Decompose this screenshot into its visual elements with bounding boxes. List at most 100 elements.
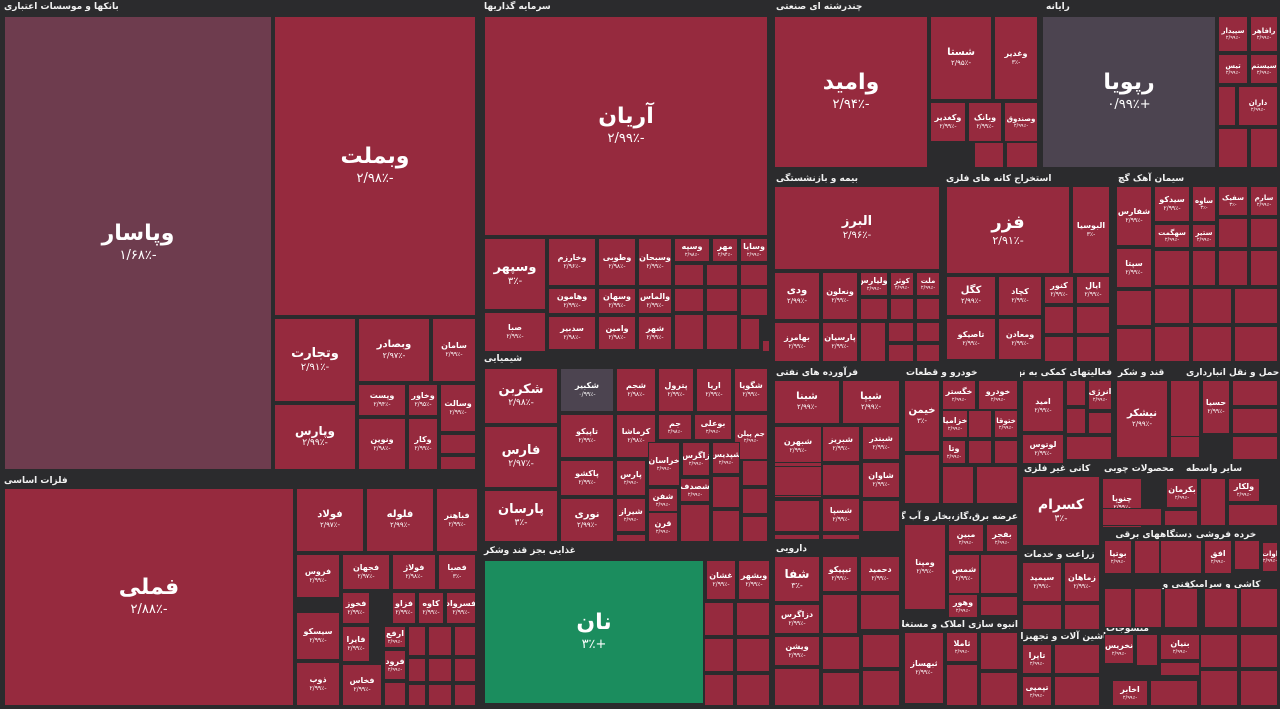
stock-tile[interactable]: کسرام -۳٪: [1022, 476, 1100, 546]
stock-tile[interactable]: سپتا -۲/۹۹٪: [1116, 248, 1152, 288]
stock-tile[interactable]: تیس -۲/۹۹٪: [1218, 54, 1248, 84]
stock-tile[interactable]: [1116, 328, 1152, 362]
stock-tile[interactable]: تاپیکو -۲/۹۹٪: [560, 414, 614, 458]
stock-tile[interactable]: [774, 500, 820, 532]
stock-tile[interactable]: [888, 322, 914, 342]
stock-tile[interactable]: [1006, 142, 1038, 168]
stock-tile[interactable]: [740, 288, 768, 316]
stock-tile[interactable]: [680, 504, 710, 542]
stock-tile[interactable]: [822, 534, 860, 540]
stock-tile[interactable]: [1160, 662, 1200, 676]
stock-tile[interactable]: وسالت -۲/۹۹٪: [440, 384, 476, 432]
stock-tile[interactable]: [974, 142, 1004, 168]
stock-tile[interactable]: [674, 314, 704, 350]
stock-tile[interactable]: والماس -۲/۹۹٪: [638, 288, 672, 314]
stock-tile[interactable]: پترول -۲/۹۹٪: [658, 368, 694, 412]
stock-tile[interactable]: [742, 460, 768, 486]
stock-tile[interactable]: [1154, 250, 1190, 286]
stock-tile[interactable]: تیپیکو -۲/۹۹٪: [822, 556, 858, 592]
stock-tile[interactable]: ارفع -۲/۹۹٪: [384, 626, 406, 648]
stock-tile[interactable]: شیراز -۲/۹۹٪: [616, 498, 646, 532]
stock-tile[interactable]: وهامون -۲/۹۹٪: [548, 288, 596, 314]
stock-tile[interactable]: شجم -۲/۹۸٪: [616, 368, 656, 412]
stock-tile[interactable]: وبانک -۲/۹۹٪: [968, 102, 1002, 142]
stock-tile[interactable]: [1232, 380, 1278, 406]
stock-tile[interactable]: کوثر -۲/۹۹٪: [890, 272, 914, 296]
stock-tile[interactable]: فخاس -۲/۹۹٪: [342, 664, 382, 706]
stock-tile[interactable]: [1200, 670, 1238, 706]
stock-tile[interactable]: وطوبی -۲/۹۸٪: [598, 238, 636, 286]
stock-tile[interactable]: وبملت -۲/۹۸٪: [274, 16, 476, 316]
stock-tile[interactable]: ثاملا -۲/۹۹٪: [946, 632, 978, 662]
stock-tile[interactable]: اریا -۲/۹۹٪: [696, 368, 732, 412]
stock-tile[interactable]: [1228, 504, 1278, 526]
stock-tile[interactable]: شفارس -۲/۹۹٪: [1116, 186, 1152, 246]
stock-tile[interactable]: [1250, 128, 1278, 168]
stock-tile[interactable]: وسپه -۲/۹۸٪: [674, 238, 710, 262]
stock-tile[interactable]: شاوان -۲/۹۹٪: [862, 462, 900, 498]
stock-tile[interactable]: [1234, 326, 1278, 362]
stock-tile[interactable]: شسپا -۲/۹۹٪: [822, 498, 860, 532]
stock-tile[interactable]: فرود -۲/۹۹٪: [384, 650, 406, 680]
stock-tile[interactable]: [740, 318, 760, 350]
stock-tile[interactable]: کنور -۲/۹۹٪: [1044, 276, 1074, 304]
stock-tile[interactable]: فسرواد -۲/۹۹٪: [446, 592, 476, 624]
stock-tile[interactable]: شصدف -۲/۹۹٪: [680, 478, 710, 502]
stock-tile[interactable]: وکغدیر -۲/۹۹٪: [930, 102, 966, 142]
stock-tile[interactable]: آریان -۲/۹۹٪: [484, 16, 768, 236]
stock-tile[interactable]: [916, 344, 940, 362]
stock-tile[interactable]: دزاگرس -۲/۹۹٪: [774, 604, 820, 634]
stock-tile[interactable]: نخریس -۲/۹۹٪: [1104, 634, 1134, 664]
stock-tile[interactable]: وسهان -۲/۹۹٪: [598, 288, 636, 314]
stock-tile[interactable]: [1022, 604, 1062, 630]
stock-tile[interactable]: پارس -۲/۹۹٪: [616, 460, 646, 496]
stock-tile[interactable]: بوعلی -۲/۹۹٪: [694, 414, 732, 440]
stock-tile[interactable]: وتجارت -۲/۹۱٪: [274, 318, 356, 402]
stock-tile[interactable]: فباهنر -۲/۹۹٪: [436, 488, 478, 552]
stock-tile[interactable]: [704, 674, 734, 706]
stock-tile[interactable]: وسپهر -۳٪: [484, 238, 546, 310]
stock-tile[interactable]: شکبیر -۰/۹۹٪: [560, 368, 614, 412]
stock-tile[interactable]: [762, 340, 770, 352]
stock-tile[interactable]: ذوب -۲/۹۹٪: [296, 662, 340, 706]
stock-tile[interactable]: [706, 288, 738, 312]
stock-tile[interactable]: [822, 672, 860, 706]
stock-tile[interactable]: [1066, 436, 1112, 460]
stock-tile[interactable]: [1054, 676, 1100, 706]
stock-tile[interactable]: [1102, 508, 1162, 526]
stock-tile[interactable]: وسبحان -۲/۹۹٪: [638, 238, 672, 286]
stock-tile[interactable]: کاوه -۲/۹۹٪: [418, 592, 444, 624]
stock-tile[interactable]: نان +۳٪: [484, 560, 704, 704]
stock-tile[interactable]: وخارزم -۲/۹۶٪: [548, 238, 596, 286]
stock-tile[interactable]: [1250, 250, 1278, 286]
stock-tile[interactable]: [1136, 634, 1158, 666]
stock-tile[interactable]: ساوه -۳٪: [1192, 186, 1216, 222]
stock-tile[interactable]: جم -۲/۹۸٪: [658, 414, 692, 440]
stock-tile[interactable]: سارم -۲/۹۹٪: [1250, 186, 1278, 216]
stock-tile[interactable]: [822, 636, 860, 670]
stock-tile[interactable]: ونعلون -۲/۹۹٪: [822, 272, 858, 320]
stock-tile[interactable]: سیدکو -۲/۹۹٪: [1154, 186, 1190, 222]
stock-tile[interactable]: البوسیا -۳٪: [1072, 186, 1110, 274]
stock-tile[interactable]: [1104, 588, 1132, 628]
stock-tile[interactable]: [1218, 128, 1248, 168]
stock-tile[interactable]: پاکشو -۲/۹۹٪: [560, 460, 614, 496]
stock-tile[interactable]: [822, 594, 858, 634]
stock-tile[interactable]: [1064, 604, 1100, 630]
stock-tile[interactable]: [1232, 436, 1278, 460]
stock-tile[interactable]: [1044, 306, 1074, 334]
stock-tile[interactable]: [862, 670, 900, 706]
stock-tile[interactable]: نوری -۲/۹۹٪: [560, 498, 614, 542]
stock-tile[interactable]: [822, 464, 860, 496]
stock-tile[interactable]: [674, 288, 704, 312]
stock-tile[interactable]: رپویا +۰/۹۹٪: [1042, 16, 1216, 168]
stock-tile[interactable]: فزاو -۲/۹۹٪: [392, 592, 416, 624]
stock-tile[interactable]: وبشهر -۲/۹۹٪: [738, 560, 770, 600]
stock-tile[interactable]: ایال -۲/۹۹٪: [1076, 276, 1110, 304]
stock-tile[interactable]: بنیان -۲/۹۹٪: [1160, 634, 1200, 660]
stock-tile[interactable]: [916, 322, 940, 342]
stock-tile[interactable]: [1154, 326, 1190, 362]
stock-tile[interactable]: وتا -۲/۹۹٪: [942, 440, 966, 464]
stock-tile[interactable]: [1054, 644, 1100, 674]
stock-tile[interactable]: [968, 410, 992, 438]
